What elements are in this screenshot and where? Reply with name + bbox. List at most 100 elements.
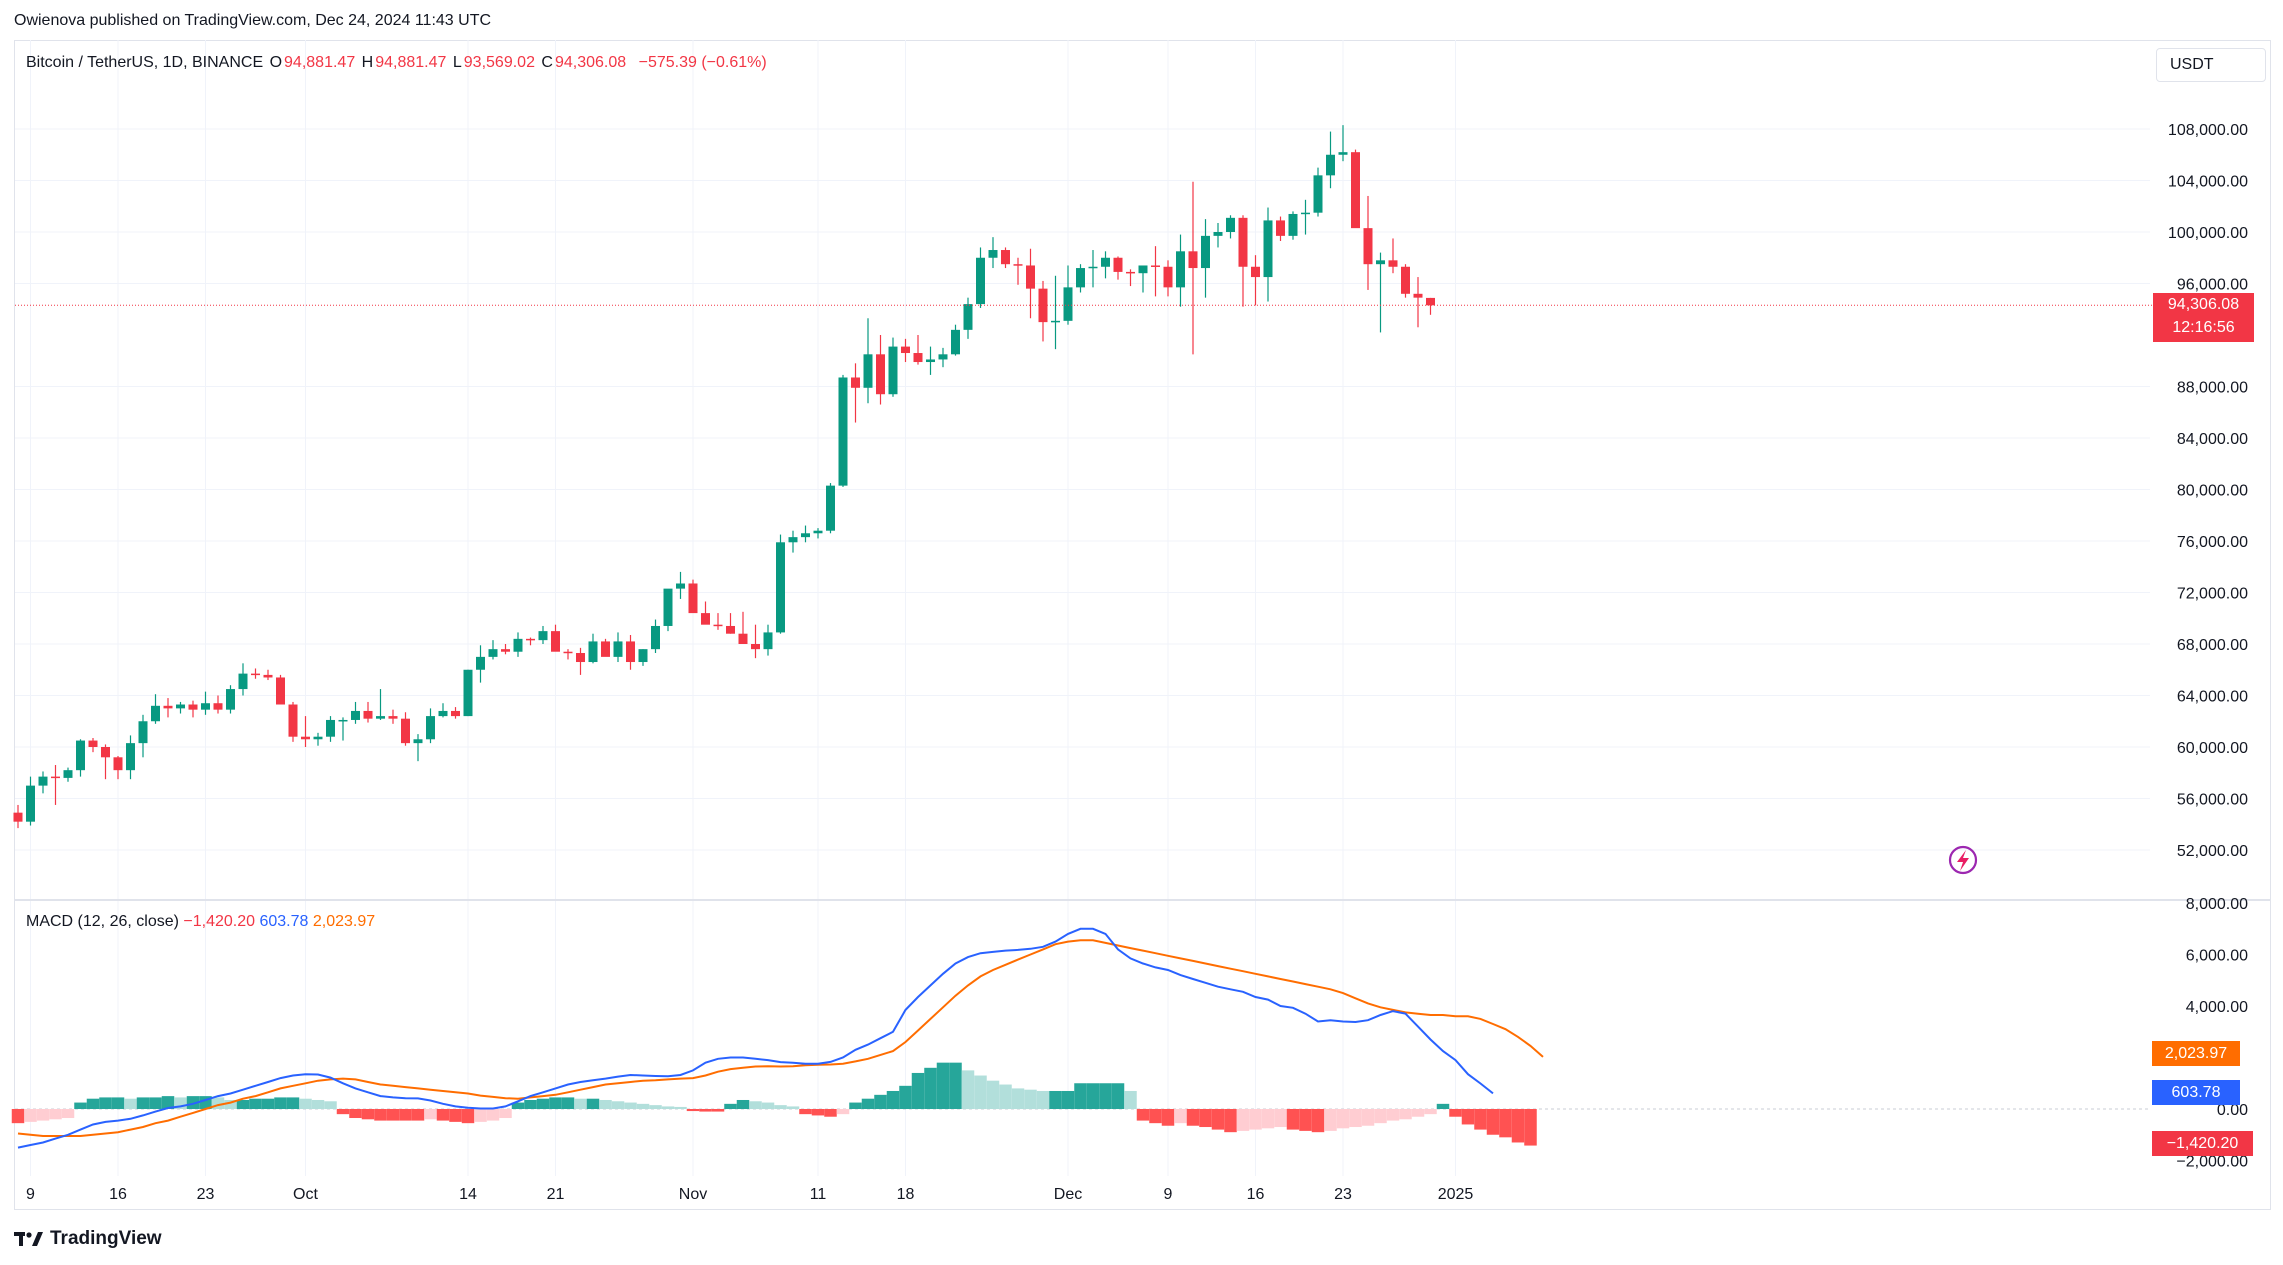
price-tick-label: 96,000.00 [2177,277,2248,294]
candle-body [476,656,485,670]
macd-histogram [11,1062,1537,1146]
candle-body [413,739,423,744]
time-tick-label: 16 [1247,1186,1265,1203]
candle [288,701,298,742]
candle-body [51,776,60,779]
macd-histogram-bar [1336,1109,1350,1129]
currency-button[interactable]: USDT [2156,48,2266,82]
candle-body [263,674,273,678]
candle [176,701,185,714]
candle-body [138,721,148,744]
candle-body [213,703,223,710]
candle [401,712,410,746]
candle-body [551,631,560,652]
candle-body [601,641,610,657]
candle [451,707,460,719]
candle-body [588,641,598,663]
candle-body [1013,264,1023,266]
candle [63,767,73,782]
candle [601,638,610,657]
candle-body [226,689,235,710]
macd-histogram-bar [1186,1109,1200,1126]
price-tick-label: 104,000.00 [2168,174,2248,191]
macd-signal-line [17,939,1544,1137]
candle-body [438,710,448,717]
macd-tick-label: −2,000.00 [2176,1154,2248,1171]
candle [913,335,923,365]
candle [313,732,323,746]
candle-body [926,359,935,363]
candle-body [1188,251,1198,269]
candle-body [313,736,323,740]
macd-histogram-bar [636,1103,650,1109]
candle-body [901,346,910,354]
macd-histogram-bar [386,1109,400,1121]
candle-body [513,638,523,652]
symbol-name[interactable]: Bitcoin / TetherUS, 1D, BINANCE [26,54,264,71]
candle [51,765,60,805]
candle-body [1426,297,1435,306]
candle-body [426,716,435,740]
macd-histogram-bar [1049,1090,1062,1109]
candle-body [1388,260,1398,267]
candle-body [1163,266,1173,288]
candle [1413,277,1423,328]
candle [376,689,385,720]
candle-body [101,747,110,758]
candle [238,663,248,696]
macd-histogram-bar [786,1106,800,1109]
open-value: 94,881.47 [284,54,356,71]
candle-body [1201,235,1210,269]
candle-body [1001,250,1010,265]
candle [813,528,823,539]
candle [713,613,723,630]
macd-histogram-bar [374,1109,387,1121]
histogram-value-tag: −1,420.20 [2152,1131,2253,1156]
candle-body [338,719,348,722]
candle-body [1326,154,1335,176]
candle-body [451,710,460,717]
candle [1326,131,1335,189]
macd-histogram-bar [699,1109,712,1112]
candle-body [988,250,998,258]
low-value: 93,569.02 [463,54,535,71]
macd-histogram-bar [1161,1109,1175,1126]
macd-indicator-label[interactable]: MACD (12, 26, close) [26,913,179,930]
candle-body [726,625,735,634]
tradingview-logo-icon [14,1232,43,1246]
price-tick-label: 76,000.00 [2177,534,2248,551]
macd-histogram-bar [686,1109,700,1112]
macd-histogram-bar [499,1109,512,1119]
candle [576,647,585,675]
macd-axis: 8,000.00 6,000.00 4,000.00 0.00 −2,000.00 [2176,896,2248,1171]
candle [1001,247,1010,269]
low-label: L [452,54,462,71]
candle-body [638,649,648,663]
candle [1426,297,1435,315]
macd-histogram-bar [136,1097,150,1109]
macd-histogram-bar [1386,1109,1400,1121]
macd-histogram-bar [1249,1109,1262,1130]
macd-histogram-bar [961,1070,975,1109]
time-tick-label: 11 [810,1186,827,1203]
macd-histogram-bar [124,1098,137,1109]
candle-body [1101,257,1110,267]
candle [438,703,448,718]
candle [863,318,873,404]
candle [276,674,285,705]
macd-histogram-bar [286,1097,300,1109]
tradingview-logo[interactable]: TradingView [14,1228,162,1250]
macd-histogram-bar [1136,1109,1150,1121]
candle [938,347,948,368]
candle [538,625,548,644]
macd-histogram-bar [1199,1109,1212,1128]
candle-body [751,644,760,650]
candle [1126,269,1135,287]
macd-histogram-bar [949,1062,962,1109]
candle [126,735,135,780]
time-tick-label: 9 [26,1186,35,1203]
macd-histogram-bar [336,1109,350,1115]
macd-histogram-bar [549,1097,562,1109]
candle [1263,207,1273,302]
